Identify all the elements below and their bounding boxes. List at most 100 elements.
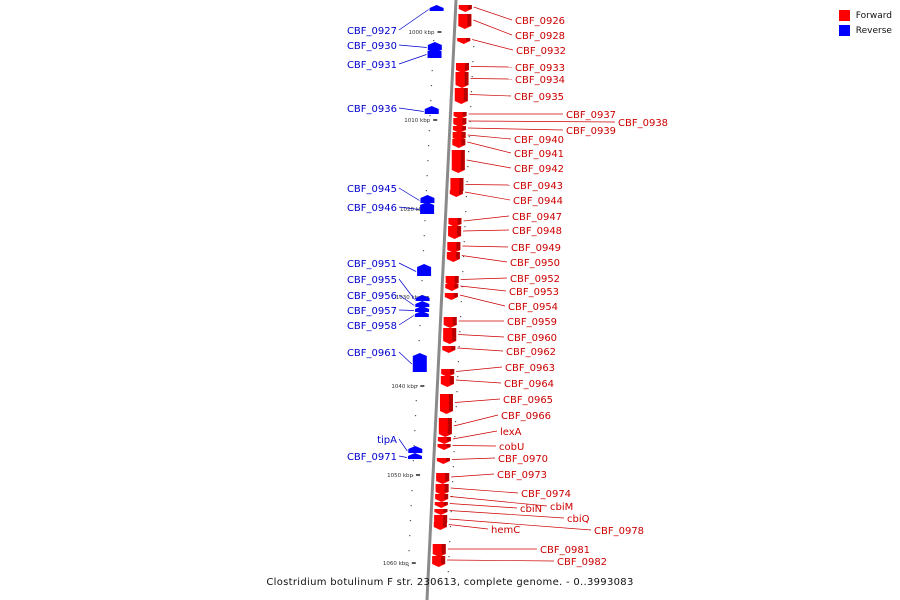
minor-mark-right (472, 61, 474, 63)
legend-forward: Forward (838, 8, 892, 23)
gene-label-cbf-0933: CBF_0933 (515, 63, 565, 74)
forward-feature-shade-cbf-0970 (445, 458, 450, 461)
leader-line-tipa (398, 438, 408, 452)
gene-label-cbim: cbiM (550, 502, 573, 513)
gene-label-cbf-0939: CBF_0939 (566, 126, 616, 137)
gene-label-cbf-0955: CBF_0955 (347, 275, 397, 286)
kbp-tick-label: 1010 kbp (404, 118, 430, 124)
forward-feature-shade-hemc (442, 522, 447, 527)
chromosome-axis (425, 0, 458, 600)
gene-label-cbf-0949: CBF_0949 (511, 243, 561, 254)
minor-mark-left (423, 235, 425, 237)
forward-feature-shade-cbf-0954 (453, 293, 458, 297)
minor-mark-right (462, 256, 465, 258)
forward-feature-shade-cbf-0949 (456, 242, 461, 250)
minor-mark-right (467, 151, 470, 153)
leader-line-hemc (448, 524, 489, 530)
reverse-feature-tipa (408, 446, 423, 453)
reverse-feature-cbf-0931 (427, 48, 442, 58)
leader-line-cbf-0932 (472, 39, 514, 51)
gene-label-cbf-0962: CBF_0962 (506, 347, 556, 358)
leader-line-cbf-0944 (464, 191, 511, 201)
reverse-feature-cbf-0957 (415, 306, 430, 312)
minor-mark-left (407, 565, 409, 567)
minor-mark-left (408, 550, 410, 552)
legend: Forward Reverse (838, 8, 892, 38)
reverse-feature-cbf-0951 (417, 264, 432, 276)
forward-feature-shade-cbf-0963 (450, 369, 455, 374)
forward-feature-shade-cbf-0982 (441, 556, 446, 564)
minor-mark-right (450, 511, 452, 513)
minor-mark-right (452, 466, 454, 468)
minor-mark-left (430, 100, 432, 102)
gene-label-cbf-0958: CBF_0958 (347, 321, 397, 332)
gene-label-cbf-0971: CBF_0971 (347, 452, 397, 463)
gene-label-cbf-0978: CBF_0978 (594, 526, 644, 537)
forward-feature-shade-cbf-0959 (452, 317, 457, 325)
minor-mark-left (412, 475, 414, 477)
reverse-feature-cbf-0945 (420, 195, 435, 203)
gene-label-cbf-0981: CBF_0981 (540, 545, 590, 556)
minor-mark-left (422, 250, 425, 252)
forward-feature-shade-cbf-0960 (452, 328, 457, 341)
reverse-features: CBF_0927 CBF_0930 CBF_0931 CBF_0936 CBF_0945… (347, 5, 444, 463)
forward-feature-shade-cbf-0940 (461, 132, 466, 138)
forward-feature-shade-cbf-0953 (454, 284, 459, 288)
minor-mark-left (428, 130, 430, 132)
gene-label-cbf-0927: CBF_0927 (347, 26, 397, 37)
gene-label-cbf-0952: CBF_0952 (510, 274, 560, 285)
forward-feature-shade-cbf-0934 (464, 72, 469, 85)
minor-mark-left (414, 430, 416, 432)
gene-label-cbf-0959: CBF_0959 (507, 317, 557, 328)
minor-mark-left (412, 460, 414, 462)
leader-line-cbf-0951 (398, 262, 417, 272)
leader-line-cbiq (449, 510, 565, 519)
forward-features: CBF_0926 CBF_0928 CBF_0932 CBF_0933CBF_0934… (432, 5, 668, 568)
leader-line-cbf-0958 (398, 315, 415, 326)
minor-mark-right (465, 211, 467, 213)
reverse-feature-cbf-0958 (414, 311, 429, 317)
minor-mark-right (453, 451, 455, 453)
gene-label-cbf-0948: CBF_0948 (512, 226, 562, 237)
gene-label-cbiq: cbiQ (567, 514, 590, 525)
minor-mark-right (447, 571, 449, 573)
leader-line-cbf-0940 (467, 134, 512, 140)
leader-line-lexa (452, 430, 498, 440)
minor-mark-right (466, 181, 468, 183)
forward-feature-shade-cbf-0933 (464, 63, 469, 70)
kbp-tick-label: 1030 kbp (396, 295, 422, 301)
leader-line-cbf-0945 (398, 187, 420, 201)
forward-feature-shade-cbf-0943 (459, 178, 464, 191)
minor-mark-right (471, 76, 473, 78)
forward-feature-shade-cbf-0939 (461, 126, 466, 130)
leader-line-cbf-0947 (463, 215, 510, 222)
forward-feature-shade-lexa (446, 437, 451, 441)
reverse-feature-cbf-0955 (415, 295, 430, 301)
gene-label-cbf-0947: CBF_0947 (512, 212, 562, 223)
kbp-tick-label: 1020 kbp (400, 207, 426, 213)
leader-line-cbim (450, 496, 548, 507)
kbp-tick-label: 1060 kbp (383, 561, 409, 567)
forward-feature-shade-cbf-0952 (454, 276, 459, 283)
minor-mark-left (433, 40, 435, 42)
leader-line-cbf-0978 (449, 518, 592, 531)
kbp-ticks: 1000 kbp 1010 kbp 1020 kbp 1030 kbp 1040 kbp… (383, 30, 475, 573)
minor-mark-left (427, 145, 430, 147)
gene-label-cbf-0960: CBF_0960 (507, 333, 557, 344)
minor-mark-right (459, 331, 461, 333)
reverse-feature-cbf-0936 (424, 106, 439, 114)
gene-label-cbf-0970: CBF_0970 (498, 454, 548, 465)
leader-line-cbf-0982 (447, 559, 555, 562)
gene-label-cobu: cobU (499, 442, 524, 453)
leader-line-cbf-0943 (465, 184, 511, 186)
minor-mark-right (449, 526, 452, 528)
leader-line-cobu (452, 445, 497, 447)
gene-label-cbf-0963: CBF_0963 (505, 363, 555, 374)
forward-feature-shade-cbf-0965 (448, 394, 453, 411)
minor-mark-right (449, 541, 451, 543)
leader-line-cbf-0926 (473, 6, 513, 21)
kbp-tick-label: 1040 kbp (391, 384, 417, 390)
reverse-feature-cbf-0946 (420, 202, 435, 214)
gene-label-cbin: cbiN (520, 504, 542, 515)
gene-label-lexa: lexA (500, 427, 522, 438)
